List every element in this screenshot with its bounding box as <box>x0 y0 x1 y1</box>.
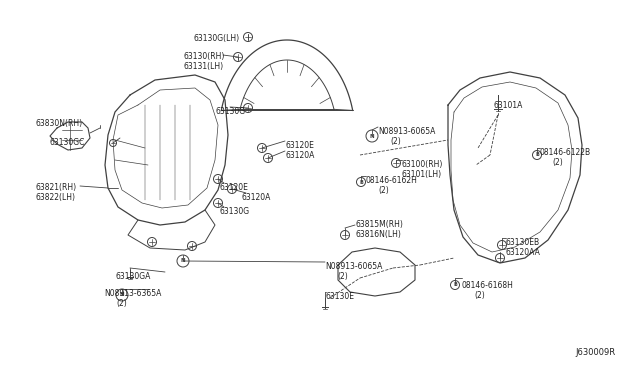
Text: B: B <box>535 153 539 157</box>
Text: B: B <box>453 282 457 288</box>
Text: 63822(LH): 63822(LH) <box>35 193 75 202</box>
Circle shape <box>214 174 223 183</box>
Text: 63120E: 63120E <box>285 141 314 150</box>
Text: 63100(RH): 63100(RH) <box>402 160 444 169</box>
Text: B: B <box>359 180 363 185</box>
Text: N: N <box>370 134 374 138</box>
Circle shape <box>497 241 506 250</box>
Text: 63130(RH): 63130(RH) <box>183 52 225 61</box>
Text: 63130GA: 63130GA <box>115 272 150 281</box>
Text: 63120A: 63120A <box>285 151 314 160</box>
Text: 63120AA: 63120AA <box>506 248 541 257</box>
Circle shape <box>177 255 189 267</box>
Text: 63130G: 63130G <box>219 207 249 216</box>
Text: 63815M(RH): 63815M(RH) <box>355 220 403 229</box>
Text: 08146-6162H: 08146-6162H <box>366 176 418 185</box>
Text: 63816N(LH): 63816N(LH) <box>355 230 401 239</box>
Circle shape <box>532 151 541 160</box>
Circle shape <box>234 52 243 61</box>
Text: N08913-6065A: N08913-6065A <box>325 262 382 271</box>
Circle shape <box>188 241 196 250</box>
Circle shape <box>243 103 253 112</box>
Circle shape <box>451 280 460 289</box>
Circle shape <box>109 140 116 147</box>
Text: (2): (2) <box>474 291 484 300</box>
Text: 63120A: 63120A <box>241 193 270 202</box>
Text: 63130G(LH): 63130G(LH) <box>193 34 239 43</box>
Text: 63830N(RH): 63830N(RH) <box>35 119 82 128</box>
Circle shape <box>116 289 128 301</box>
Text: 63130EB: 63130EB <box>506 238 540 247</box>
Text: (2): (2) <box>390 137 401 146</box>
Circle shape <box>340 231 349 240</box>
Text: (2): (2) <box>337 272 348 281</box>
Text: N: N <box>120 292 124 298</box>
Text: 63130G: 63130G <box>215 107 245 116</box>
Text: (2): (2) <box>552 158 563 167</box>
Circle shape <box>227 185 237 193</box>
Text: 63101A: 63101A <box>494 101 524 110</box>
Circle shape <box>392 158 401 167</box>
Text: 63131(LH): 63131(LH) <box>183 62 223 71</box>
Circle shape <box>214 199 223 208</box>
Circle shape <box>147 237 157 247</box>
Circle shape <box>495 253 504 263</box>
Text: 63821(RH): 63821(RH) <box>35 183 76 192</box>
Text: N08913-6365A: N08913-6365A <box>104 289 161 298</box>
Text: (2): (2) <box>378 186 388 195</box>
Text: (2): (2) <box>116 299 127 308</box>
Circle shape <box>356 177 365 186</box>
Circle shape <box>257 144 266 153</box>
Text: 08146-6168H: 08146-6168H <box>462 281 514 290</box>
Text: 08146-6122B: 08146-6122B <box>540 148 591 157</box>
Text: 63130GC: 63130GC <box>50 138 85 147</box>
Circle shape <box>243 32 253 42</box>
Text: 63120E: 63120E <box>219 183 248 192</box>
Circle shape <box>366 130 378 142</box>
Text: N08913-6065A: N08913-6065A <box>378 127 435 136</box>
Text: J630009R: J630009R <box>575 348 615 357</box>
Circle shape <box>264 154 273 163</box>
Text: N: N <box>180 259 186 263</box>
Text: 63130E: 63130E <box>326 292 355 301</box>
Text: 63101(LH): 63101(LH) <box>402 170 442 179</box>
